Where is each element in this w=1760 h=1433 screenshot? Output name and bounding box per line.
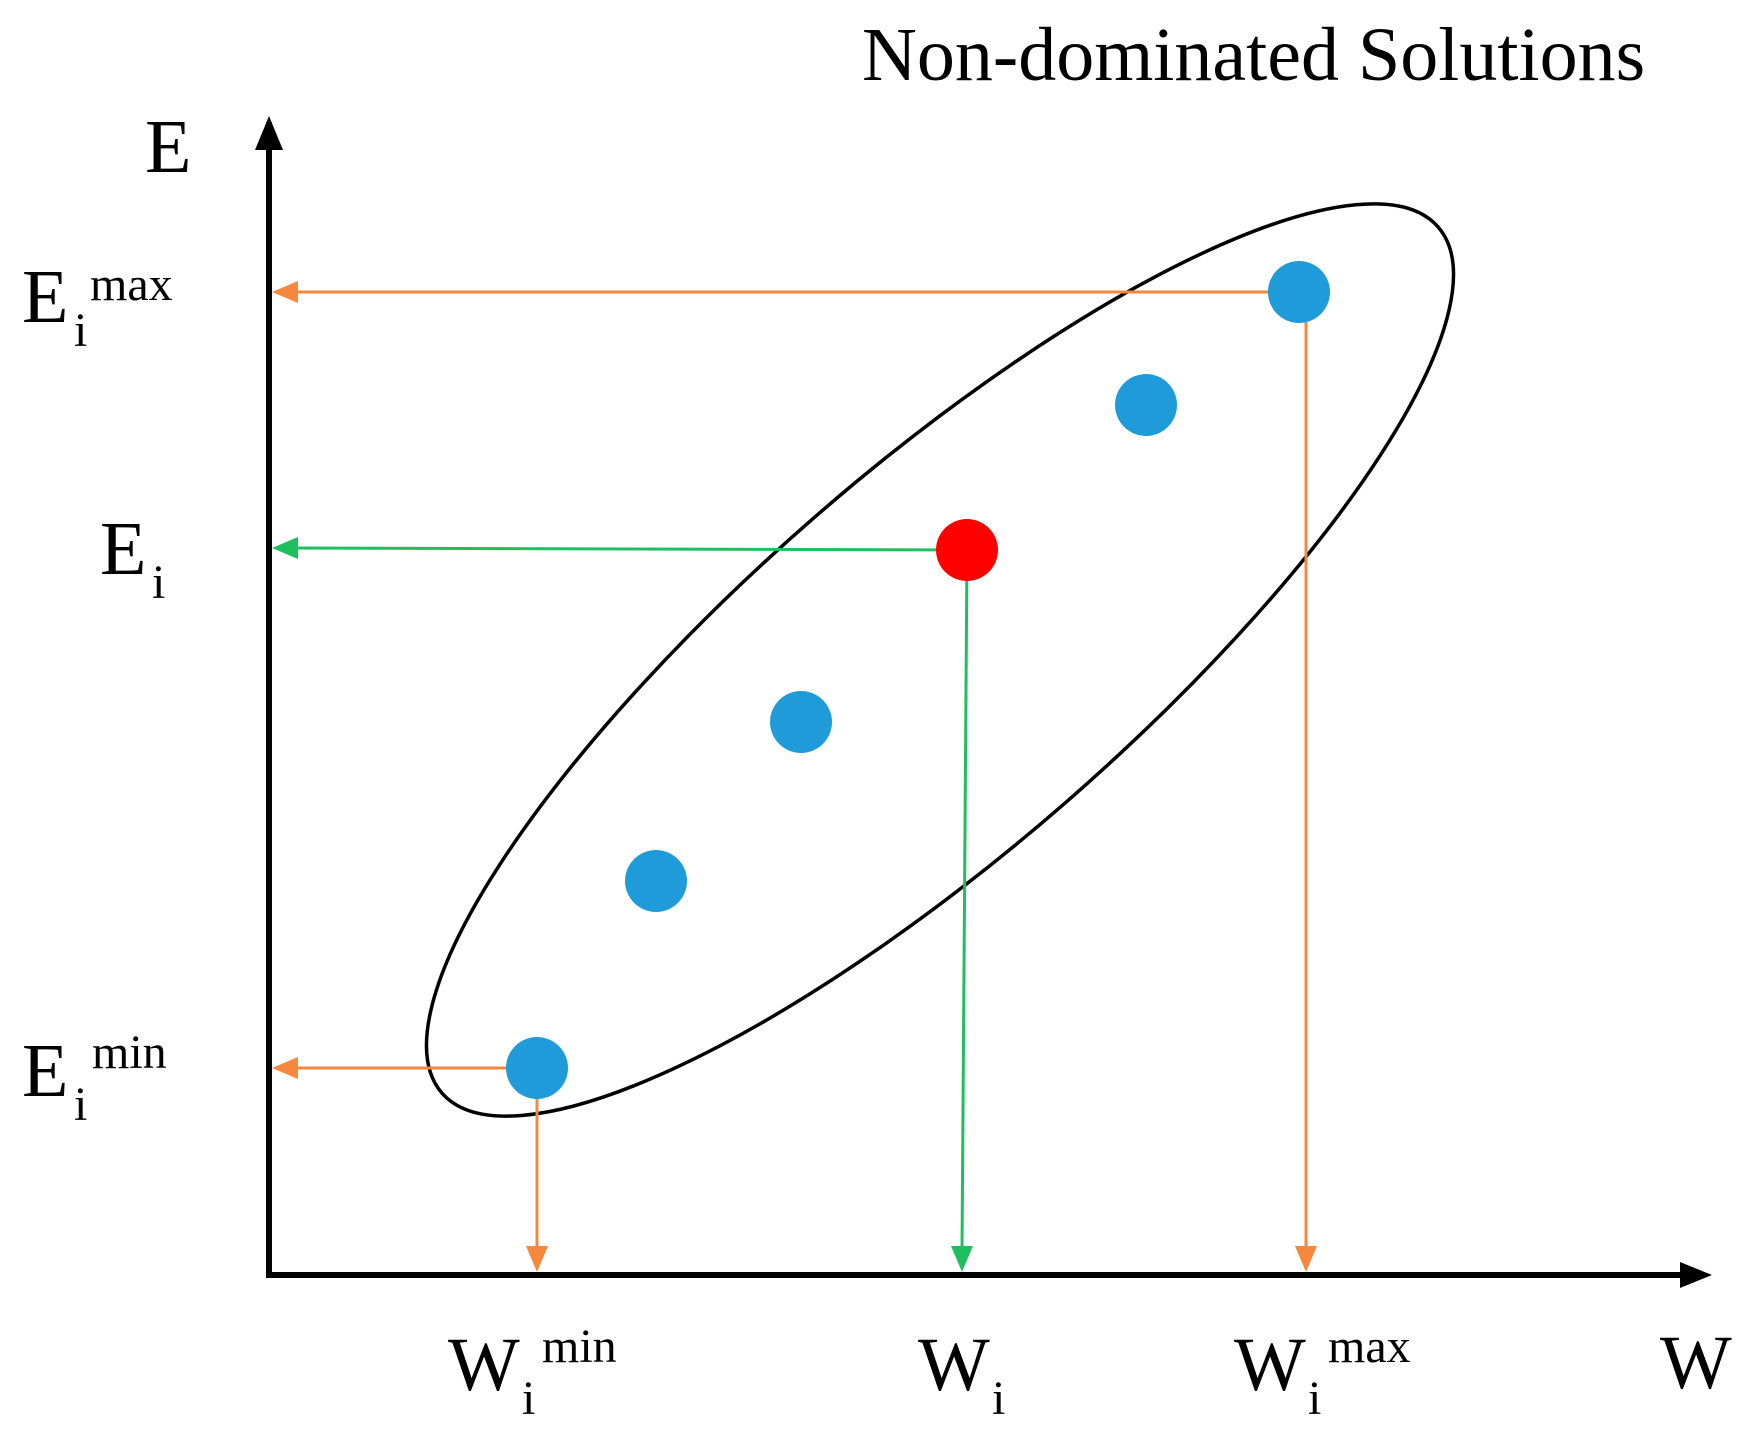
non-dominated-region-ellipse bbox=[424, 202, 1456, 1118]
w-i-projection-line bbox=[960, 549, 969, 1253]
y-axis-arrowhead bbox=[255, 116, 283, 150]
e-max-arrowhead bbox=[272, 281, 298, 303]
selected-solution-point bbox=[936, 519, 998, 581]
w-min-label: Wimin bbox=[448, 1320, 617, 1425]
selected-projections bbox=[272, 537, 973, 1272]
solution-point bbox=[506, 1037, 568, 1099]
solution-point bbox=[1268, 261, 1330, 323]
e-i-arrowhead bbox=[272, 537, 298, 559]
w-max-arrowhead bbox=[1295, 1246, 1317, 1272]
x-axis-arrowhead bbox=[1680, 1262, 1712, 1288]
solution-points bbox=[506, 261, 1330, 1099]
diagram-title: Non-dominated Solutions bbox=[862, 13, 1645, 97]
e-min-arrowhead bbox=[272, 1057, 298, 1079]
solution-point bbox=[1115, 374, 1177, 436]
solution-point bbox=[770, 691, 832, 753]
w-max-label: Wimax bbox=[1234, 1320, 1411, 1425]
e-i-projection-line bbox=[291, 546, 968, 552]
x-tick-labels: Wimin Wi Wimax bbox=[448, 1320, 1411, 1425]
x-axis-label: W bbox=[1660, 1321, 1732, 1405]
solution-point bbox=[625, 850, 687, 912]
w-i-label: Wi bbox=[918, 1323, 1005, 1425]
w-i-arrowhead bbox=[951, 1246, 973, 1272]
y-axis-label: E bbox=[145, 105, 191, 189]
w-min-arrowhead bbox=[526, 1246, 548, 1272]
axes bbox=[255, 116, 1712, 1288]
